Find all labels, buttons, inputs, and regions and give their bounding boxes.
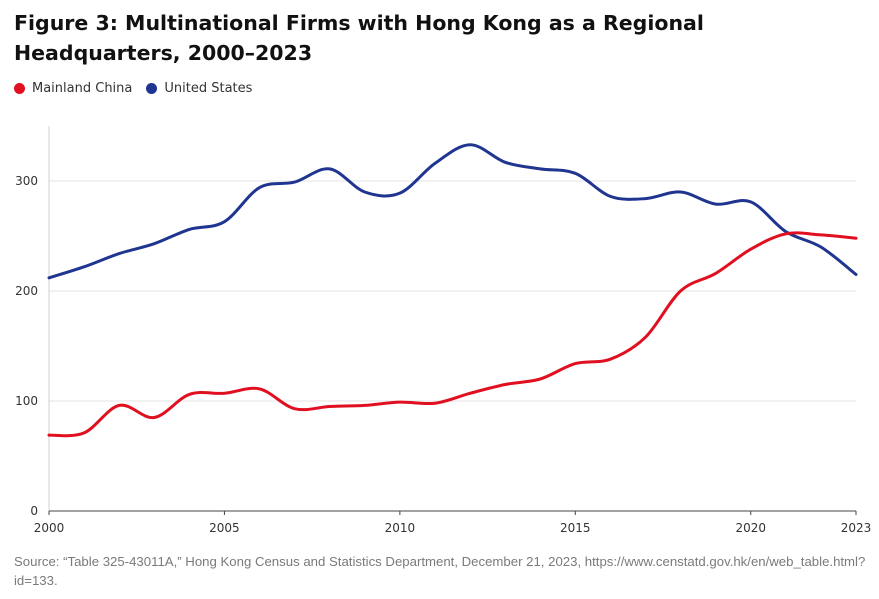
line-chart: 0 100 200 300 2000 2005 2010 2015 2020 2023 bbox=[15, 126, 872, 535]
legend-swatch-united-states bbox=[146, 82, 158, 94]
x-tick-label-2005: 2005 bbox=[209, 521, 240, 535]
y-tick-label-100: 100 bbox=[15, 394, 38, 408]
legend-item-united-states: United States bbox=[146, 81, 252, 96]
x-tick-label-2000: 2000 bbox=[34, 521, 65, 535]
x-tick-label-2010: 2010 bbox=[385, 521, 416, 535]
x-tick-label-2023: 2023 bbox=[841, 521, 872, 535]
series-line-mainland-china bbox=[47, 231, 858, 438]
chart-title: Figure 3: Multinational Firms with Hong … bbox=[14, 11, 704, 65]
legend-swatch-mainland-china bbox=[14, 82, 25, 94]
legend-label-united-states: United States bbox=[164, 80, 253, 96]
y-tick-label-300: 300 bbox=[15, 174, 38, 188]
legend-item-mainland-china: Mainland China bbox=[14, 81, 132, 96]
x-tick-label-2020: 2020 bbox=[735, 521, 766, 535]
legend: Mainland China United States bbox=[14, 79, 266, 97]
source-note: Source: “Table 325-43011A,” Hong Kong Ce… bbox=[14, 554, 866, 588]
series-line-united-states bbox=[47, 143, 858, 280]
x-tick-label-2015: 2015 bbox=[560, 521, 591, 535]
y-tick-label-200: 200 bbox=[15, 284, 38, 298]
legend-label-mainland-china: Mainland China bbox=[32, 80, 133, 96]
y-tick-label-0: 0 bbox=[30, 504, 38, 518]
